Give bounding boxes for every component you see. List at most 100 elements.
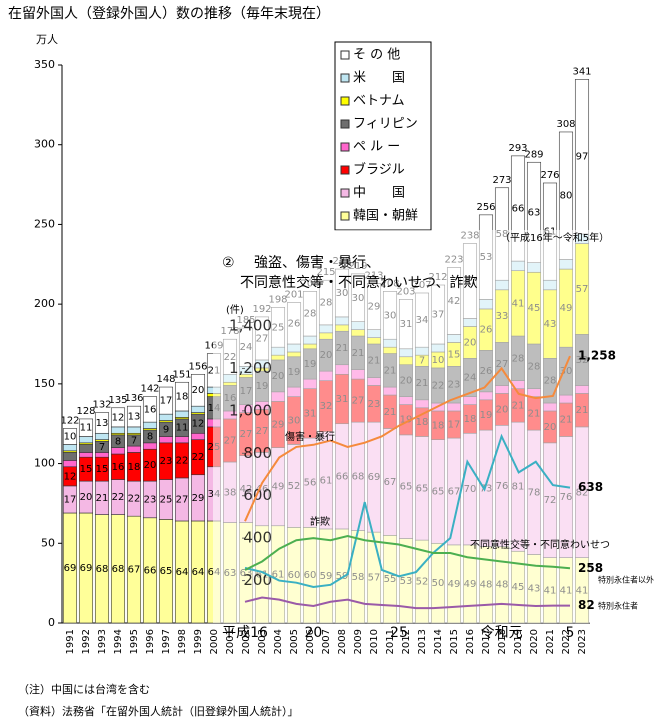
series-label: 詐欺 [310, 515, 330, 528]
x-tick-label: 1991 [65, 629, 76, 654]
y-tick-label: 100 [34, 457, 55, 470]
bar-segment [126, 405, 142, 428]
value-label: 63 [528, 207, 541, 218]
bar-segment [110, 426, 126, 434]
x-tick-label: 2022 [561, 629, 572, 654]
x-tick-label: 5 [566, 625, 575, 641]
annotation: 特別永住者 [598, 601, 638, 611]
bar-segment [110, 447, 126, 455]
legend-label: ペ ル ー [353, 140, 400, 155]
total-label: 273 [492, 175, 511, 186]
x-tick-label: 2000 [209, 629, 220, 654]
x-tick-label: 2006 [305, 629, 316, 654]
x-tick-label: 2018 [497, 629, 508, 654]
line [244, 355, 571, 522]
value-label: 18 [176, 392, 189, 403]
total-label: 256 [476, 202, 495, 213]
y-tick-label: 1,400 [229, 317, 272, 335]
bar-segment [78, 452, 94, 458]
bar-segment [110, 407, 126, 428]
value-label: 12 [112, 412, 125, 423]
value-label: 69 [80, 563, 93, 574]
total-label: 293 [508, 143, 527, 154]
chart-title: 在留外国人（登録外国人）数の推移（毎年末現在） [8, 6, 330, 22]
end-label: 258 [578, 561, 603, 575]
total-label: 132 [92, 400, 111, 411]
bar-segment [126, 426, 142, 434]
x-tick-label: 1999 [193, 629, 204, 654]
bar-segment [158, 436, 174, 444]
bar-segment [62, 460, 78, 468]
legend-swatch [340, 73, 350, 83]
y-unit: 万人 [36, 33, 58, 46]
bar-segment [62, 444, 78, 452]
legend-swatch [340, 211, 350, 221]
value-label: 64 [176, 567, 189, 578]
total-label: 341 [572, 66, 591, 77]
note: （注）中国には台湾を含む [18, 682, 150, 696]
legend-swatch [340, 188, 350, 198]
total-label: 151 [172, 369, 191, 380]
value-label: 7 [131, 435, 137, 446]
legend-label: フィリピン [353, 117, 418, 132]
x-tick-label: 2005 [289, 629, 300, 654]
series-label: 不同意性交等・不同意わいせつ [470, 538, 610, 551]
legend-label: そ の 他 [353, 48, 400, 63]
value-label: 11 [80, 423, 93, 434]
value-label: 80 [560, 191, 573, 202]
y-tick-label: 0 [48, 616, 55, 629]
x-tick-label: 2020 [529, 629, 540, 654]
x-tick-label: 1994 [113, 629, 124, 654]
value-label: 18 [128, 462, 141, 473]
bar-segment [94, 452, 110, 458]
y-tick-label: 300 [34, 138, 55, 151]
y-tick-label: 400 [243, 529, 272, 547]
value-label: 29 [192, 493, 205, 504]
x-tick-label: 2007 [321, 629, 332, 654]
x-tick-label: 2015 [449, 629, 460, 654]
value-label: 25 [160, 494, 173, 505]
bar-segment [142, 421, 158, 429]
bar-segment [94, 412, 110, 434]
value-label: 22 [112, 492, 125, 503]
bar-segment [174, 410, 190, 418]
bar-segment [158, 413, 174, 421]
legend-swatch [340, 142, 350, 152]
value-label: 16 [144, 404, 157, 415]
x-tick-label: 2008 [337, 629, 348, 654]
note: （資料）法務省「在留外国人統計（旧登録外国人統計）」 [18, 704, 299, 718]
bar-segment [174, 436, 190, 444]
x-tick-label: 1997 [161, 629, 172, 654]
legend-label: 米 国 [353, 71, 405, 86]
x-tick-label: 2003 [257, 629, 268, 654]
x-tick-label: 平成16 [222, 625, 268, 641]
bar-segment [94, 432, 110, 440]
legend-label: ベトナム [353, 94, 405, 109]
y-tick-label: 1,200 [229, 359, 272, 377]
value-label: 13 [96, 418, 109, 429]
value-label: 22 [192, 452, 205, 463]
bar-segment [190, 405, 206, 413]
x-tick-label: 2011 [385, 629, 396, 654]
x-tick-label: 20 [305, 625, 323, 641]
value-label: 8 [115, 436, 121, 447]
value-label: 7 [99, 442, 105, 453]
line [244, 433, 571, 588]
legend-swatch [340, 96, 350, 106]
legend-swatch [340, 165, 350, 175]
x-tick-label: 1993 [97, 629, 108, 654]
value-label: 21 [96, 493, 109, 504]
total-label: 276 [540, 170, 559, 181]
value-label: 66 [144, 565, 157, 576]
x-tick-label: 2017 [481, 629, 492, 654]
value-label: 67 [128, 565, 141, 576]
y-tick-label: 350 [34, 58, 55, 71]
x-tick-label: 1995 [129, 629, 140, 654]
total-label: 122 [60, 415, 79, 426]
inset-title: 不同意性交等・不同意わいせつ、詐欺 [240, 274, 477, 291]
inset-unit: (件) [226, 304, 244, 316]
x-tick-label: 2019 [513, 629, 524, 654]
value-label: 20 [192, 385, 205, 396]
bar-segment [78, 436, 94, 444]
